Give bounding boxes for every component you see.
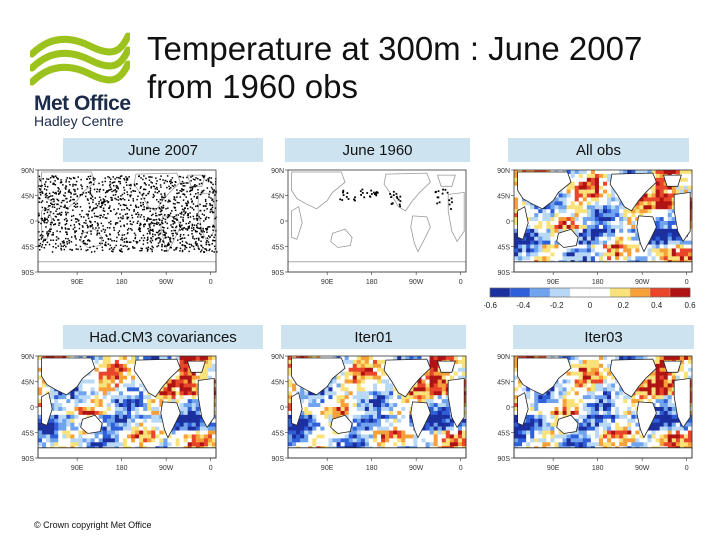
lat-tick-label: 45S: [498, 245, 511, 252]
map-june-2007: 90N 45N 0 45S 90S 90E 180 90W 0: [21, 168, 218, 286]
lat-tick-label: 90N: [497, 168, 510, 175]
map-june-1960: 90N 45N 0 45S 90S 90E 180 90W 0: [271, 168, 467, 286]
map-panel-all-obs: 90N 45N 0 45S 90S 90E 180 90W 0: [484, 164, 698, 294]
met-office-logo: [30, 32, 130, 132]
lat-tick-label: 0: [506, 219, 510, 226]
colorbar-tick-label: 0.4: [651, 301, 663, 310]
lon-tick-label: 0: [685, 279, 689, 286]
map-panel-june-1960: 90N 45N 0 45S 90S 90E 180 90W 0: [258, 164, 472, 294]
lat-tick-label: 0: [30, 405, 34, 412]
lat-tick-label: 90S: [498, 456, 511, 463]
colorbar-tick-label: -0.4: [516, 301, 530, 310]
lat-tick-label: 90N: [21, 354, 34, 361]
colorbar-swatch: [629, 287, 651, 298]
lat-tick-label: 45S: [272, 245, 285, 252]
lon-tick-label: 90E: [71, 279, 84, 286]
colorbar-tick-label: -0.6: [484, 301, 497, 310]
colorbar-tick-label: 0: [588, 301, 593, 310]
colorbar-swatch: [589, 287, 611, 298]
lat-tick-label: 90N: [271, 354, 284, 361]
map-panel-iter03: 90N 45N 0 45S 90S 90E 180 90W 0: [484, 350, 698, 480]
lon-tick-label: 90W: [409, 465, 424, 472]
lat-tick-label: 0: [506, 405, 510, 412]
lon-tick-label: 180: [592, 279, 604, 286]
lat-tick-label: 45N: [497, 194, 510, 201]
colorbar-swatch: [529, 287, 551, 298]
lat-tick-label: 90S: [22, 270, 35, 277]
lat-tick-label: 90N: [271, 168, 284, 175]
lat-tick-label: 90N: [497, 354, 510, 361]
logo-line2: Hadley Centre: [34, 113, 124, 129]
lon-tick-label: 180: [366, 279, 378, 286]
panel-label-iter01: Iter01: [281, 325, 466, 349]
colorbar-tick-label: 0.6: [684, 301, 696, 310]
lon-tick-label: 90W: [635, 279, 650, 286]
colorbar-swatch: [609, 287, 631, 298]
lon-tick-label: 90W: [159, 279, 174, 286]
lat-tick-label: 90S: [272, 456, 285, 463]
lat-tick-label: 45S: [22, 245, 35, 252]
lat-tick-label: 90S: [22, 456, 35, 463]
lat-tick-label: 45N: [271, 380, 284, 387]
colorbar: -0.6 -0.4 -0.2 0 0.2 0.4 0.6: [484, 284, 698, 316]
colorbar-tick-label: 0.2: [618, 301, 630, 310]
map-iter03: 90N 45N 0 45S 90S 90E 180 90W 0: [497, 354, 693, 472]
lon-tick-label: 180: [592, 465, 604, 472]
map-panel-iter01: 90N 45N 0 45S 90S 90E 180 90W 0: [258, 350, 472, 480]
lon-tick-label: 0: [209, 465, 213, 472]
map-iter01: 90N 45N 0 45S 90S 90E 180 90W 0: [271, 354, 467, 472]
lon-tick-label: 90E: [547, 465, 560, 472]
lon-tick-label: 0: [459, 465, 463, 472]
colorbar-swatch: [509, 287, 531, 298]
logo-wave-icon: [30, 32, 130, 86]
lat-tick-label: 0: [280, 219, 284, 226]
map-all-obs: 90N 45N 0 45S 90S 90E 180 90W 0: [497, 168, 693, 286]
lon-tick-label: 0: [685, 465, 689, 472]
lat-tick-label: 45N: [21, 194, 34, 201]
panel-label-all-obs: All obs: [508, 138, 689, 162]
panel-label-hadcm3: Had.CM3 covariances: [63, 325, 263, 349]
logo-line1: Met Office: [34, 92, 131, 115]
lon-tick-label: 180: [116, 279, 128, 286]
lat-tick-label: 0: [280, 405, 284, 412]
map-panel-june-2007: 90N 45N 0 45S 90S 90E 180 90W 0: [8, 164, 222, 294]
lat-tick-label: 45S: [272, 431, 285, 438]
lat-tick-label: 45S: [22, 431, 35, 438]
colorbar-swatch: [569, 287, 591, 298]
map-panel-hadcm3: 90N 45N 0 45S 90S 90E 180 90W 0: [8, 350, 222, 480]
colorbar-swatch: [669, 287, 691, 298]
colorbar-swatch: [649, 287, 671, 298]
colorbar-tick-label: -0.2: [550, 301, 564, 310]
lon-tick-label: 90W: [409, 279, 424, 286]
map-hadcm3: 90N 45N 0 45S 90S 90E 180 90W 0: [21, 354, 217, 472]
lon-tick-label: 90W: [635, 465, 650, 472]
lat-tick-label: 90S: [272, 270, 285, 277]
panel-label-june-2007: June 2007: [63, 138, 263, 162]
lat-tick-label: 45S: [498, 431, 511, 438]
lon-tick-label: 90E: [547, 279, 560, 286]
lon-tick-label: 90E: [321, 279, 334, 286]
lat-tick-label: 90S: [498, 270, 511, 277]
lat-tick-label: 45N: [497, 380, 510, 387]
lon-tick-label: 180: [366, 465, 378, 472]
lon-tick-label: 180: [116, 465, 128, 472]
lat-tick-label: 90N: [21, 168, 34, 175]
page-title: Temperature at 300m : June 2007 from 196…: [147, 30, 643, 105]
lon-tick-label: 90W: [159, 465, 174, 472]
panel-label-june-1960: June 1960: [285, 138, 470, 162]
colorbar-svg: -0.6 -0.4 -0.2 0 0.2 0.4 0.6: [484, 287, 696, 310]
copyright-footer: © Crown copyright Met Office: [34, 520, 152, 530]
lon-tick-label: 90E: [71, 465, 84, 472]
lon-tick-label: 0: [459, 279, 463, 286]
lat-tick-label: 45N: [21, 380, 34, 387]
lon-tick-label: 0: [209, 279, 213, 286]
lat-tick-label: 0: [30, 219, 34, 226]
panel-label-iter03: Iter03: [513, 325, 694, 349]
lon-tick-label: 90E: [321, 465, 334, 472]
colorbar-swatch: [549, 287, 571, 298]
lat-tick-label: 45N: [271, 194, 284, 201]
colorbar-swatch: [489, 287, 511, 298]
